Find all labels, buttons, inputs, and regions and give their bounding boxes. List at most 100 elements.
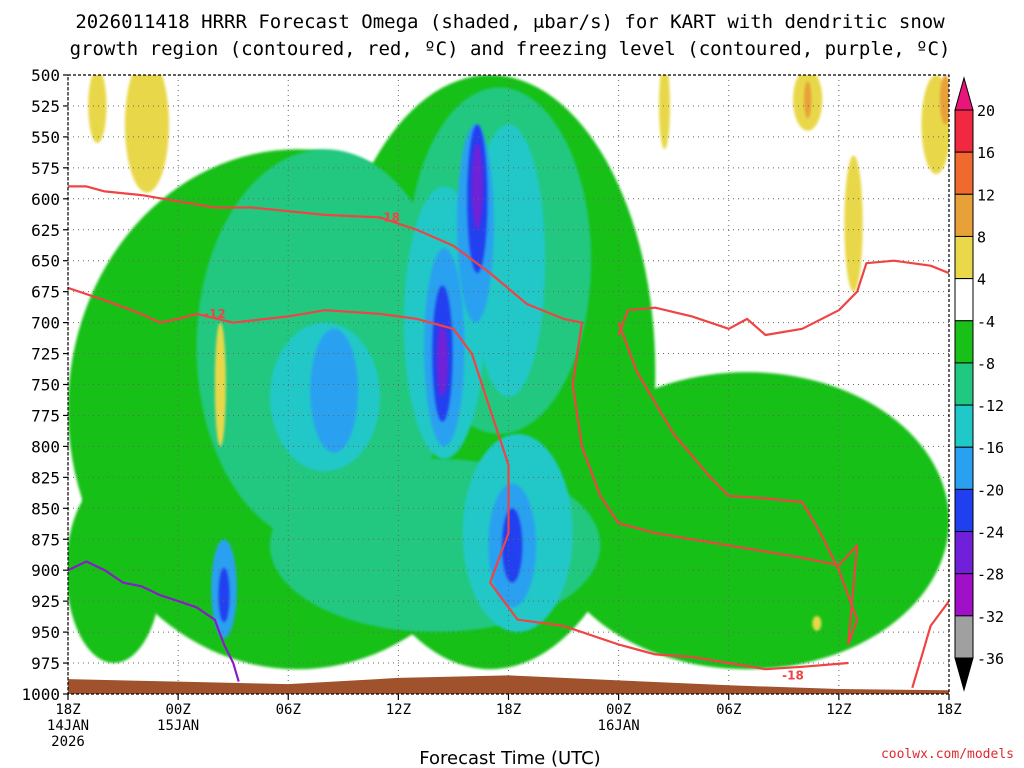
y-tick-label-550: 550 <box>31 128 60 147</box>
omega-region-19 <box>218 567 230 623</box>
colorbar-segment-8 <box>954 446 974 490</box>
y-axis: 500 525 550 575 600 625 650 675 700 725 750 775 800 8… <box>21 66 68 704</box>
omega-region-30 <box>939 75 949 125</box>
x-tick-label-36-0: 06Z <box>716 702 741 718</box>
dgz-contour-label-0: -18 <box>378 210 400 224</box>
colorbar-label-11: -28 <box>977 566 1004 584</box>
x-tick-label-18-0: 12Z <box>386 702 411 718</box>
x-tick-label-0-2: 2026 <box>51 734 85 750</box>
x-tick-label-6-0: 00Z <box>165 702 190 718</box>
y-tick-label-775: 775 <box>31 406 60 425</box>
y-tick-label-925: 925 <box>31 592 60 611</box>
colorbar-segment-1 <box>954 151 974 195</box>
y-tick-label-600: 600 <box>31 190 60 209</box>
y-tick-label-750: 750 <box>31 376 60 395</box>
x-tick-label-42-0: 12Z <box>826 702 851 718</box>
omega-shading <box>68 75 949 670</box>
y-tick-label-850: 850 <box>31 499 60 518</box>
omega-region-24 <box>214 322 226 447</box>
dgz-contour-2 <box>617 259 949 337</box>
y-tick-label-825: 825 <box>31 468 60 487</box>
colorbar-segment-3 <box>954 235 974 280</box>
x-tick-label-48-0: 18Z <box>936 702 961 718</box>
colorbar-segment-5 <box>954 320 974 364</box>
colorbar: 20 16 12 8 4 -4 -8 -12 -16 -20 -24 -28 -32 -36 <box>954 76 1004 692</box>
colorbar-segment-0 <box>954 109 974 153</box>
dgz-contour-4 <box>911 600 949 689</box>
omega-region-18 <box>502 508 523 583</box>
omega-region-2 <box>545 372 949 670</box>
colorbar-label-9: -20 <box>977 481 1004 499</box>
colorbar-bottom-arrow <box>954 657 974 692</box>
omega-region-29 <box>812 616 822 631</box>
dgz-contour-3 <box>617 322 859 645</box>
plot-area: -18 -12 -18 <box>67 74 950 695</box>
colorbar-label-5: -4 <box>977 313 995 331</box>
dgz-contour-0 <box>68 185 859 645</box>
colorbar-label-1: 16 <box>977 144 995 162</box>
contour-lines: -18 -12 -18 <box>68 185 949 689</box>
omega-region-25 <box>659 75 671 150</box>
y-tick-label-675: 675 <box>31 283 60 302</box>
omega-region-31 <box>804 81 812 119</box>
chart-title-line-2: growth region (contoured, red, ºC) and f… <box>70 38 951 60</box>
colorbar-segment-12 <box>954 615 974 659</box>
colorbar-label-4: 4 <box>977 271 986 289</box>
x-tick-label-12-0: 06Z <box>276 702 301 718</box>
y-tick-label-650: 650 <box>31 252 60 271</box>
y-tick-label-975: 975 <box>31 654 60 673</box>
y-tick-label-950: 950 <box>31 623 60 642</box>
y-tick-label-800: 800 <box>31 437 60 456</box>
colorbar-segment-2 <box>954 193 974 237</box>
x-tick-label-0-1: 14JAN <box>47 718 89 734</box>
colorbar-label-3: 8 <box>977 228 986 246</box>
colorbar-label-12: -32 <box>977 608 1004 626</box>
colorbar-label-8: -16 <box>977 439 1004 457</box>
y-tick-label-575: 575 <box>31 159 60 178</box>
chart-title-line-1: 2026011418 HRRR Forecast Omega (shaded, … <box>75 11 945 33</box>
colorbar-segment-11 <box>954 573 974 617</box>
colorbar-label-0: 20 <box>977 102 995 120</box>
dgz-contour-label-1: -12 <box>204 307 226 321</box>
colorbar-label-13: -36 <box>977 650 1004 668</box>
dgz-contour-1 <box>68 286 849 671</box>
omega-region-20 <box>436 322 448 397</box>
x-tick-label-6-1: 15JAN <box>157 718 199 734</box>
colorbar-segment-4 <box>954 278 974 322</box>
colorbar-segment-7 <box>954 404 974 448</box>
x-tick-label-30-0: 00Z <box>606 702 631 718</box>
y-tick-label-700: 700 <box>31 314 60 333</box>
omega-region-21 <box>471 143 483 230</box>
y-tick-label-900: 900 <box>31 561 60 580</box>
credit-text: coolwx.com/models <box>881 747 1014 762</box>
x-tick-label-0-0: 18Z <box>55 702 80 718</box>
colorbar-top-arrow <box>954 76 974 111</box>
colorbar-label-6: -8 <box>977 355 995 373</box>
colorbar-label-2: 12 <box>977 186 995 204</box>
y-tick-label-500: 500 <box>31 66 60 85</box>
omega-region-3 <box>68 477 162 664</box>
omega-region-27 <box>844 155 863 292</box>
omega-region-23 <box>124 75 169 193</box>
colorbar-segment-9 <box>954 488 974 533</box>
omega-region-22 <box>88 75 107 144</box>
y-tick-label-1000: 1000 <box>21 685 60 704</box>
dgz-contour-label-lower: -18 <box>782 668 804 682</box>
colorbar-segment-10 <box>954 531 974 575</box>
y-tick-label-875: 875 <box>31 530 60 549</box>
x-axis-label: Forecast Time (UTC) <box>419 748 600 768</box>
x-tick-label-30-1: 16JAN <box>598 718 640 734</box>
y-tick-label-725: 725 <box>31 345 60 364</box>
x-tick-label-24-0: 18Z <box>496 702 521 718</box>
y-tick-label-525: 525 <box>31 97 60 116</box>
omega-region-11 <box>310 328 358 453</box>
freezing-level-contour-0 <box>68 560 240 682</box>
ground-terrain <box>68 675 949 694</box>
y-tick-label-625: 625 <box>31 221 60 240</box>
ground-band <box>68 675 949 694</box>
colorbar-segment-6 <box>954 362 974 406</box>
colorbar-label-7: -12 <box>977 397 1004 415</box>
colorbar-label-10: -24 <box>977 524 1004 542</box>
